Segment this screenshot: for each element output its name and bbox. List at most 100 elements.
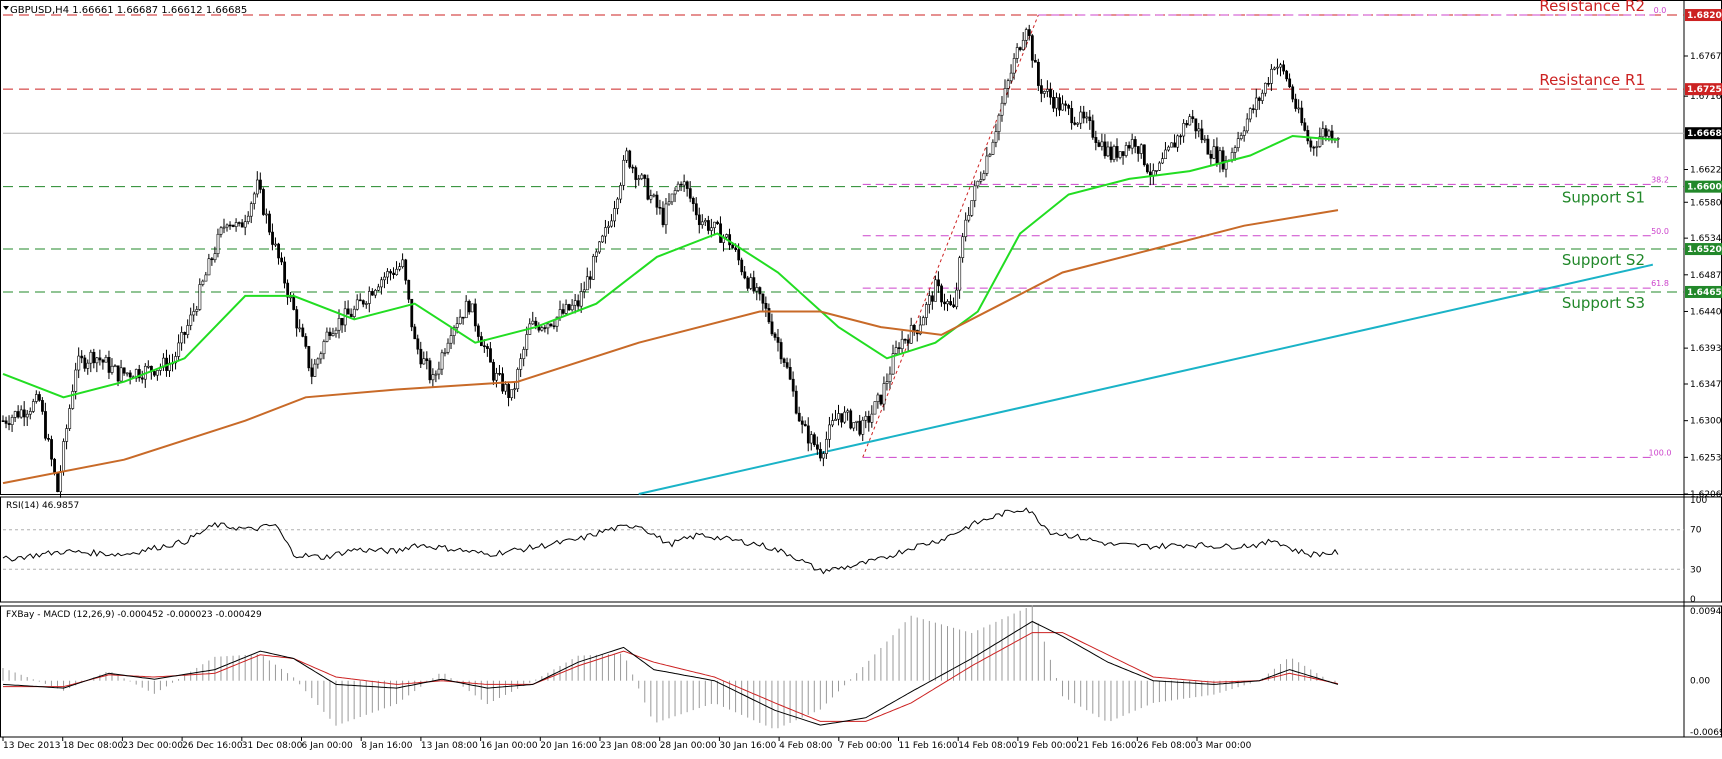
candle-body [592, 256, 595, 280]
candle-body [1206, 138, 1210, 155]
candle-body [1285, 70, 1289, 80]
candle-body [1242, 130, 1246, 136]
candle-body [237, 222, 241, 224]
candle-body [812, 434, 816, 446]
candle-body [86, 362, 90, 369]
candle-body [613, 208, 616, 222]
candle-body [791, 378, 795, 392]
candle-body [16, 411, 20, 418]
price-tick-label: 1.63470 [1690, 380, 1722, 390]
candle-body [1009, 72, 1013, 82]
candle-body [788, 366, 792, 380]
candle-body [628, 150, 632, 168]
candle-body [325, 331, 329, 342]
candle-body [1221, 150, 1225, 170]
rsi-tick-label: 30 [1690, 565, 1702, 575]
macd-panel-frame [0, 605, 1722, 738]
candle-body [531, 320, 535, 325]
candle-body [997, 114, 1001, 132]
candle-body [77, 355, 81, 371]
candle-body [1055, 97, 1058, 109]
candle-body [982, 173, 986, 180]
candle-body [846, 410, 850, 413]
candle-body [1312, 146, 1316, 149]
candle-body [519, 358, 523, 370]
candle-body [210, 258, 214, 261]
candle-body [1282, 64, 1286, 72]
macd-signal-line [3, 632, 1339, 722]
rsi-label: RSI(14) 46.9857 [6, 501, 79, 511]
candle-body [1182, 123, 1186, 137]
candle-body [819, 448, 822, 459]
candle-body [1321, 128, 1325, 138]
candle-body [1064, 103, 1068, 106]
candle-body [921, 317, 925, 326]
candle-body [192, 311, 196, 316]
candle-body [598, 241, 601, 253]
candle-body [392, 272, 396, 276]
candle-body [395, 268, 399, 276]
candle-body [101, 359, 105, 363]
candle-body [558, 309, 562, 318]
candle-body [643, 174, 647, 179]
candle-body [797, 412, 801, 422]
candle-body [183, 332, 187, 335]
candle-body [1300, 107, 1304, 124]
candle-body [298, 327, 302, 330]
time-tick-label: 28 Jan 00:00 [660, 741, 717, 751]
candle-body [549, 323, 553, 327]
candle-body [1118, 151, 1122, 158]
candle-body [740, 259, 744, 273]
candle-body [940, 285, 943, 303]
candle-body [328, 331, 332, 336]
candle-body [731, 244, 735, 249]
candle-body [246, 215, 250, 222]
candle-body [800, 420, 804, 425]
candle-body [619, 185, 623, 200]
candle-body [1261, 92, 1264, 101]
candle-body [776, 337, 780, 343]
candle-body [140, 377, 144, 380]
candle-body [13, 411, 17, 418]
candle-body [894, 347, 898, 354]
candle-body [349, 313, 353, 317]
candle-body [1076, 122, 1080, 125]
candle-body [1070, 108, 1074, 124]
rsi-line [2, 507, 1339, 575]
candle-body [225, 224, 229, 228]
candle-body [900, 338, 904, 350]
candle-body [1245, 118, 1249, 132]
candle-body [334, 329, 338, 334]
candle-body [498, 373, 501, 375]
candle-body [383, 276, 386, 281]
candle-body [1270, 68, 1273, 84]
level-price-tag [1685, 180, 1722, 193]
candle-body [473, 303, 477, 327]
candle-body [564, 304, 568, 314]
candle-body [216, 233, 220, 254]
candle-body [955, 289, 959, 308]
level-price-label: 1.65200 [1687, 245, 1722, 255]
level-name: Support S3 [1562, 294, 1645, 312]
candle-body [825, 438, 828, 454]
time-tick-label: 13 Jan 08:00 [421, 741, 478, 751]
candle-body [274, 243, 277, 246]
candle-body [331, 333, 335, 336]
time-tick-label: 19 Feb 00:00 [1018, 741, 1077, 751]
macd-label: FXBay - MACD (12,26,9) -0.000452 -0.0000… [6, 610, 262, 620]
candle-body [1021, 39, 1025, 50]
candle-body [25, 413, 29, 418]
candle-body [1, 420, 5, 422]
candle-body [579, 291, 583, 307]
price-tick-label: 1.67675 [1690, 52, 1722, 62]
candle-body [1112, 146, 1116, 160]
time-tick-label: 14 Feb 08:00 [958, 741, 1017, 751]
macd-tick-label: 0.009418 [1690, 607, 1722, 617]
candle-body [416, 338, 420, 350]
candle-body [419, 348, 423, 365]
candle-body [186, 325, 190, 335]
candle-body [1224, 160, 1228, 170]
time-tick-label: 30 Jan 16:00 [719, 741, 776, 751]
